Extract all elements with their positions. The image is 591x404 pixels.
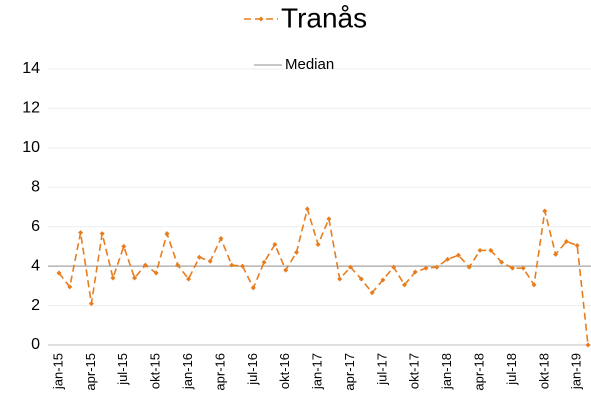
point	[563, 239, 569, 244]
x-tick-label: apr-18	[471, 353, 486, 391]
y-tick-label: 14	[22, 60, 40, 77]
x-tick-label: okt-15	[148, 353, 163, 389]
x-tick-label: jan-19	[569, 353, 584, 390]
x-tick-label: apr-15	[83, 353, 98, 391]
point	[326, 216, 332, 222]
point	[99, 231, 105, 237]
point	[499, 259, 505, 265]
point	[412, 269, 418, 275]
point	[585, 342, 591, 348]
x-tick-label: apr-16	[212, 353, 227, 391]
x-tick-label: jan-15	[50, 353, 65, 390]
point	[261, 259, 267, 265]
point	[132, 275, 138, 281]
point	[553, 251, 559, 257]
point	[250, 285, 256, 291]
y-tick-label: 4	[31, 257, 40, 274]
point	[272, 241, 278, 247]
series-line	[58, 205, 589, 346]
point	[186, 276, 192, 282]
legend-marker	[258, 16, 264, 22]
point	[455, 252, 461, 258]
point	[380, 277, 386, 283]
point	[207, 258, 213, 264]
y-tick-label: 10	[22, 139, 40, 156]
point	[434, 264, 440, 270]
y-tick-label: 8	[31, 179, 40, 196]
point	[121, 243, 127, 249]
point	[347, 264, 353, 270]
point	[78, 230, 84, 236]
x-tick-label: jul-15	[115, 353, 130, 386]
point	[88, 301, 94, 307]
point	[294, 249, 300, 255]
y-tick-label: 12	[22, 100, 40, 117]
point	[218, 236, 224, 242]
point	[466, 264, 472, 270]
x-tick-label: jul-18	[504, 353, 519, 386]
point	[542, 208, 548, 214]
point	[574, 242, 580, 248]
point	[423, 265, 429, 271]
y-tick-label: 0	[31, 336, 40, 353]
legend-median-label: Median	[285, 56, 334, 73]
point	[67, 284, 73, 290]
x-tick-label: apr-17	[342, 353, 357, 391]
point	[369, 290, 375, 296]
point	[283, 267, 289, 273]
point	[488, 247, 494, 253]
y-tick-label: 2	[31, 297, 40, 314]
legend-label: Tranås	[281, 2, 367, 33]
point	[304, 206, 310, 212]
point	[153, 270, 159, 276]
x-tick-label: jul-17	[374, 353, 389, 386]
point	[391, 264, 397, 270]
point	[110, 275, 116, 281]
x-tick-label: jan-16	[180, 353, 195, 390]
point	[445, 256, 451, 262]
point	[337, 276, 343, 282]
point	[164, 231, 170, 237]
y-tick-label: 6	[31, 218, 40, 235]
x-tick-label: okt-18	[536, 353, 551, 389]
point	[240, 263, 246, 269]
x-tick-label: okt-16	[277, 353, 292, 389]
point	[56, 270, 62, 276]
point	[229, 262, 235, 268]
point	[531, 282, 537, 288]
x-tick-label: jul-16	[245, 353, 260, 386]
point	[509, 265, 515, 271]
point	[477, 247, 483, 253]
point	[315, 241, 321, 247]
point	[142, 262, 148, 268]
x-tick-label: jan-18	[439, 353, 454, 390]
point	[196, 254, 202, 260]
x-tick-label: jan-17	[310, 353, 325, 390]
point	[520, 265, 526, 271]
x-tick-label: okt-17	[407, 353, 422, 389]
point	[358, 276, 364, 282]
point	[175, 262, 181, 268]
point	[401, 282, 407, 288]
